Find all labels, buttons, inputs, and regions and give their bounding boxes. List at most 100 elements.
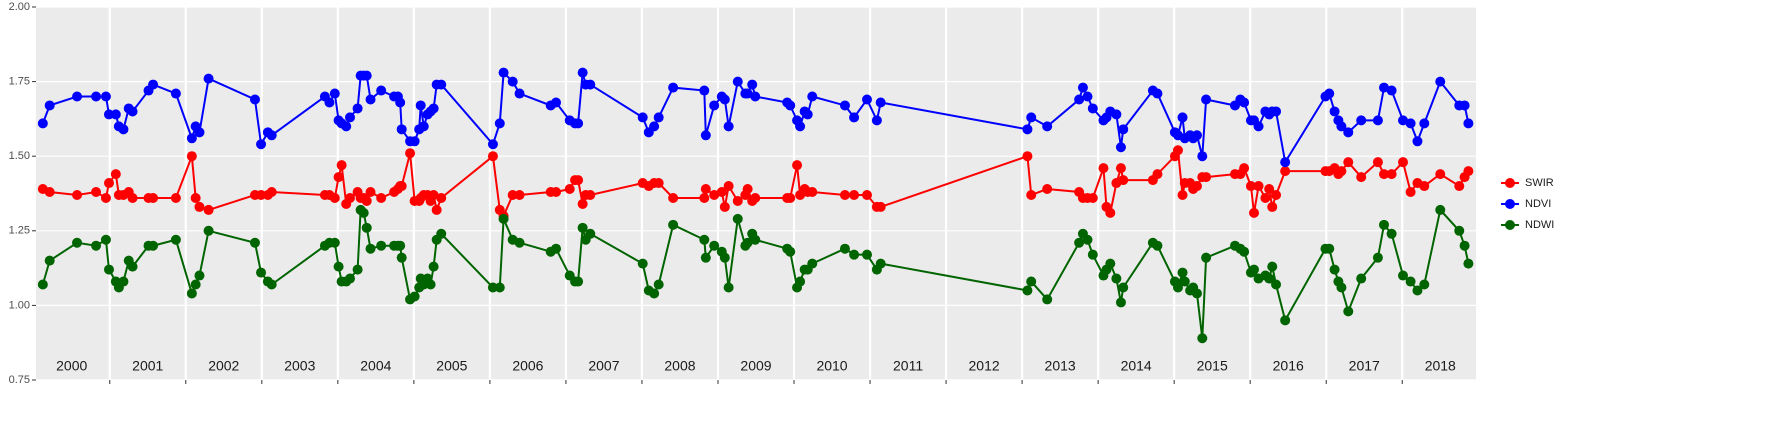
data-point [653,279,664,290]
year-label: 2007 [588,358,619,374]
data-point [358,207,369,218]
year-label: 2004 [360,358,391,374]
data-point [507,76,518,87]
data-point [1336,121,1347,132]
data-point [1419,181,1430,192]
data-point [507,189,518,200]
data-point [807,91,818,102]
data-point [428,103,439,114]
data-point [637,112,648,123]
y-tick-label: 1.75 [9,76,30,88]
data-point [1245,181,1256,192]
legend-label: NDWI [1525,219,1554,231]
data-point [100,91,111,102]
data-point [91,91,102,102]
data-point [428,261,439,272]
data-point [785,192,796,203]
data-point [742,184,753,195]
data-point [345,273,356,284]
data-point [577,222,588,233]
data-point [1248,264,1259,275]
data-point [266,279,277,290]
data-point [1280,157,1291,168]
data-point [1118,282,1129,293]
data-point [551,187,562,198]
legend-key-point [1505,220,1515,230]
data-point [1336,282,1347,293]
year-label: 2014 [1121,358,1152,374]
data-point [436,228,447,239]
data-point [1248,207,1259,218]
data-point [395,97,406,108]
year-label: 2002 [208,358,239,374]
data-point [1197,333,1208,344]
data-point [1177,112,1188,123]
data-point [186,151,197,162]
data-point [1267,201,1278,212]
data-point [1022,285,1033,296]
data-point [699,192,710,203]
data-point [700,252,711,263]
data-point [1356,115,1367,126]
data-point [1324,243,1335,254]
legend-key-point [1505,178,1515,188]
data-point [1177,267,1188,278]
data-point [1253,181,1264,192]
data-point [1405,276,1416,287]
year-label: 2018 [1425,358,1456,374]
data-point [875,258,886,269]
data-point [396,252,407,263]
data-point [1022,124,1033,135]
data-point [1412,285,1423,296]
data-point [1179,276,1190,287]
data-point [564,184,575,195]
data-point [329,88,340,99]
data-point [361,70,372,81]
data-point [1271,279,1282,290]
data-point [1412,136,1423,147]
data-point [585,189,596,200]
data-point [1197,151,1208,162]
data-point [1111,109,1122,120]
data-point [487,151,498,162]
data-point [1201,252,1212,263]
data-point [732,76,743,87]
data-point [1111,273,1122,284]
data-point [1271,189,1282,200]
data-point [1343,306,1354,317]
data-point [1087,103,1098,114]
data-point [637,258,648,269]
data-point [1372,252,1383,263]
data-point [719,252,730,263]
data-point [1239,97,1250,108]
data-point [361,195,372,206]
data-point [723,181,734,192]
data-point [1152,169,1163,180]
data-point [91,240,102,251]
data-point [1419,279,1430,290]
data-point [44,255,55,266]
data-point [862,249,873,260]
data-point [266,130,277,141]
data-point [1105,207,1116,218]
data-point [1082,234,1093,245]
data-point [1372,115,1383,126]
data-point [577,67,588,78]
data-point [1405,118,1416,129]
data-point [148,192,159,203]
data-point [795,121,806,132]
data-point [723,282,734,293]
series [37,204,1474,344]
data-point [709,240,720,251]
data-point [1118,124,1129,135]
data-point [409,291,420,302]
data-point [431,204,442,215]
data-point [668,192,679,203]
data-point [365,94,376,105]
data-point [203,73,214,84]
data-point [732,213,743,224]
data-point [551,243,562,254]
data-point [1022,151,1033,162]
data-point [190,279,201,290]
data-point [395,240,406,251]
